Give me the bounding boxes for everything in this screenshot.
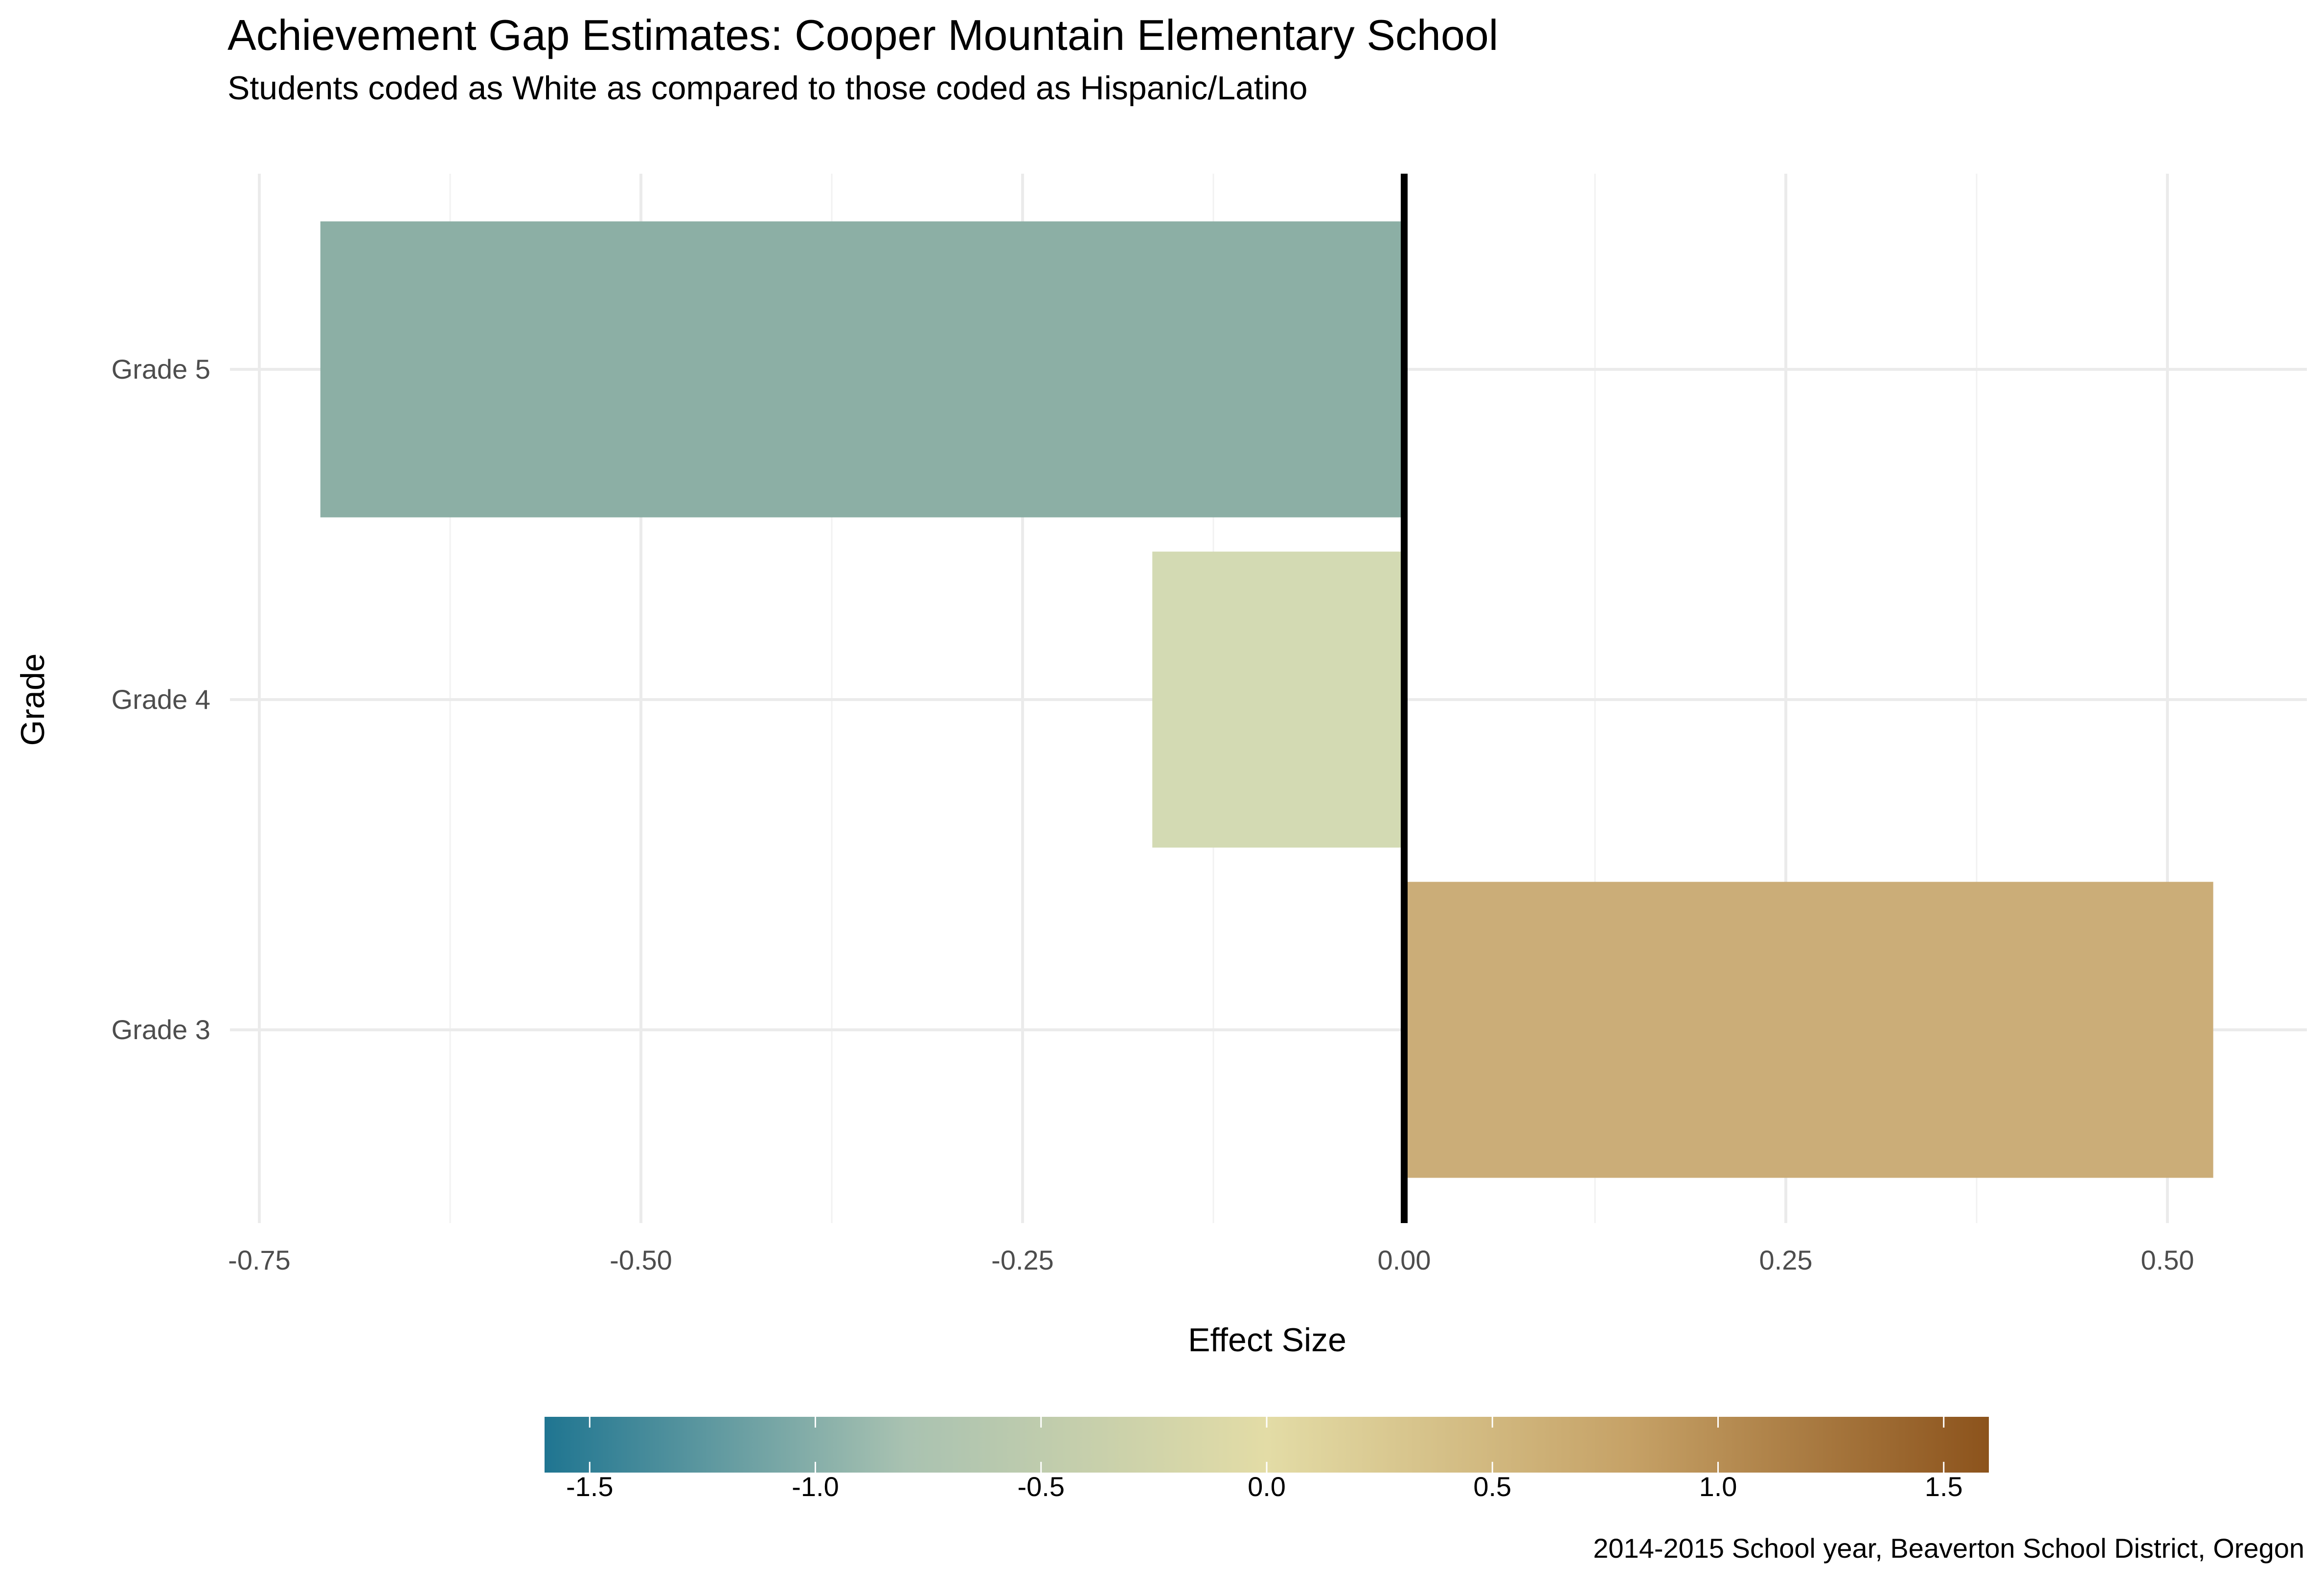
x-tick-label: -0.25 [991, 1245, 1054, 1275]
x-tick-label: -0.50 [610, 1245, 672, 1275]
colorbar-legend: -1.5 -1.0 -0.5 0.0 0.5 1.0 1.5 [545, 1417, 1989, 1502]
colorbar-tick-label: 0.0 [1248, 1471, 1286, 1502]
colorbar-tick-label: -1.5 [566, 1471, 614, 1502]
chart-title: Achievement Gap Estimates: Cooper Mounta… [228, 11, 1499, 59]
x-tick-label: 0.00 [1378, 1245, 1431, 1275]
x-tick-label: 0.50 [2141, 1245, 2194, 1275]
x-tick-label: 0.25 [1759, 1245, 1813, 1275]
chart-subtitle: Students coded as White as compared to t… [228, 69, 1308, 107]
x-tick-label: -0.75 [228, 1245, 291, 1275]
colorbar-tick-label: -1.0 [792, 1471, 839, 1502]
colorbar-tick-label: -0.5 [1018, 1471, 1065, 1502]
x-axis-tick-labels: -0.75 -0.50 -0.25 0.00 0.25 0.50 [228, 1245, 2194, 1275]
y-axis-title: Grade [14, 654, 51, 746]
y-tick-label: Grade 3 [112, 1014, 210, 1045]
colorbar-tick-label: 0.5 [1473, 1471, 1511, 1502]
x-axis-title: Effect Size [1188, 1321, 1346, 1359]
y-tick-label: Grade 4 [112, 684, 210, 715]
y-axis-tick-labels: Grade 5 Grade 4 Grade 3 [112, 354, 210, 1045]
bars [320, 221, 2213, 1178]
bar-grade-3 [1404, 882, 2213, 1178]
colorbar-tick-label: 1.0 [1699, 1471, 1737, 1502]
colorbar-tick-label: 1.5 [1925, 1471, 1963, 1502]
y-tick-label: Grade 5 [112, 354, 210, 385]
bar-grade-5 [320, 221, 1404, 518]
chart-caption: 2014-2015 School year, Beaverton School … [1593, 1533, 2304, 1564]
bar-grade-4 [1152, 551, 1404, 848]
